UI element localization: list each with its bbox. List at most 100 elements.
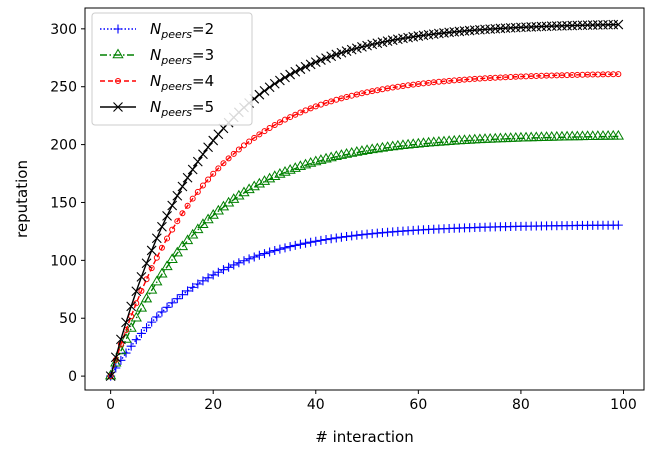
circle-marker [292, 111, 299, 118]
x-marker [162, 210, 172, 221]
legend-label-prefix: N [150, 72, 161, 90]
x-tick-label: 0 [106, 397, 115, 413]
triangle-marker [125, 322, 137, 332]
triangle-marker [294, 160, 307, 171]
series-5 [105, 19, 624, 381]
y-axis-label: reputation [13, 160, 31, 238]
plus-marker [126, 341, 136, 351]
plus-marker [342, 232, 352, 242]
plus-marker [311, 236, 321, 246]
circle-marker [312, 103, 319, 110]
circle-marker [282, 116, 289, 123]
triangle-marker [258, 175, 271, 185]
x-marker [110, 352, 121, 363]
plus-marker [270, 246, 280, 256]
x-marker [126, 301, 137, 312]
circle-marker [138, 287, 145, 294]
circle-marker [230, 150, 237, 157]
plus-marker [131, 335, 141, 345]
plus-marker [229, 260, 239, 270]
x-marker [280, 72, 290, 83]
plus-marker [193, 279, 203, 289]
circle-marker [251, 134, 258, 141]
series-3 [104, 129, 625, 380]
circle-marker [225, 155, 232, 162]
x-marker [285, 69, 296, 80]
series-4 [107, 71, 622, 380]
plus-marker [203, 273, 213, 283]
triangle-marker [151, 275, 163, 286]
plus-marker [142, 323, 152, 333]
triangle-marker [269, 170, 281, 181]
series-layer [104, 19, 625, 381]
circle-marker [179, 210, 186, 217]
triangle-marker [612, 129, 625, 140]
x-marker [274, 75, 285, 86]
triangle-marker [156, 267, 168, 278]
x-marker [131, 286, 142, 297]
plus-marker [183, 286, 193, 296]
plus-marker [172, 294, 182, 304]
x-marker [264, 82, 275, 93]
triangle-marker [140, 292, 153, 303]
x-marker [321, 53, 331, 63]
x-marker [613, 19, 624, 30]
plus-marker [162, 302, 172, 312]
x-marker [146, 245, 157, 256]
legend-label: Npeers=2 [150, 20, 214, 41]
x-marker [290, 66, 301, 77]
plus-marker [218, 265, 228, 275]
plus-marker [331, 233, 341, 243]
circle-marker [215, 165, 222, 172]
x-marker [259, 85, 270, 96]
y-tick-label: 0 [68, 369, 77, 385]
triangle-marker [289, 162, 301, 172]
circle-marker [317, 101, 324, 108]
legend-label-subscript: peers [160, 54, 192, 67]
x-marker [213, 129, 224, 140]
x-marker [305, 59, 316, 70]
circle-marker [323, 99, 330, 106]
x-marker [310, 57, 321, 68]
x-marker [300, 61, 311, 72]
x-marker [192, 156, 203, 167]
legend-label: Npeers=4 [150, 72, 214, 93]
plus-marker [239, 256, 249, 266]
triangle-marker [110, 356, 122, 367]
y-tick-label: 150 [50, 195, 77, 211]
x-marker [198, 149, 208, 160]
circle-marker [266, 124, 273, 131]
circle-marker [153, 254, 160, 261]
legend-label-subscript: peers [160, 106, 192, 119]
plus-marker [295, 239, 305, 249]
x-marker [254, 89, 265, 100]
circle-marker [164, 235, 171, 242]
plus-marker [113, 24, 123, 34]
circle-marker [615, 71, 622, 78]
circle-marker [189, 195, 196, 202]
y-tick-label: 100 [50, 253, 77, 269]
x-marker [177, 181, 188, 192]
triangle-marker [238, 186, 250, 197]
x-marker [203, 142, 213, 153]
x-marker [316, 55, 326, 65]
plus-marker [136, 328, 146, 338]
triangle-marker [263, 172, 276, 183]
legend-label-value: =3 [192, 46, 214, 64]
legend-label-value: =2 [192, 20, 214, 38]
plus-marker [208, 270, 218, 280]
legend-label: Npeers=5 [150, 98, 214, 119]
circle-marker [115, 78, 121, 84]
plus-marker [244, 254, 254, 264]
plus-marker [121, 348, 131, 358]
circle-marker [276, 119, 283, 126]
plus-marker [167, 298, 177, 308]
series-2 [106, 220, 623, 381]
plus-marker [326, 234, 336, 244]
circle-marker [158, 244, 165, 251]
x-tick-label: 60 [409, 397, 427, 413]
x-marker [269, 78, 280, 89]
x-marker [187, 164, 198, 175]
x-axis-label: # interaction [315, 428, 413, 446]
